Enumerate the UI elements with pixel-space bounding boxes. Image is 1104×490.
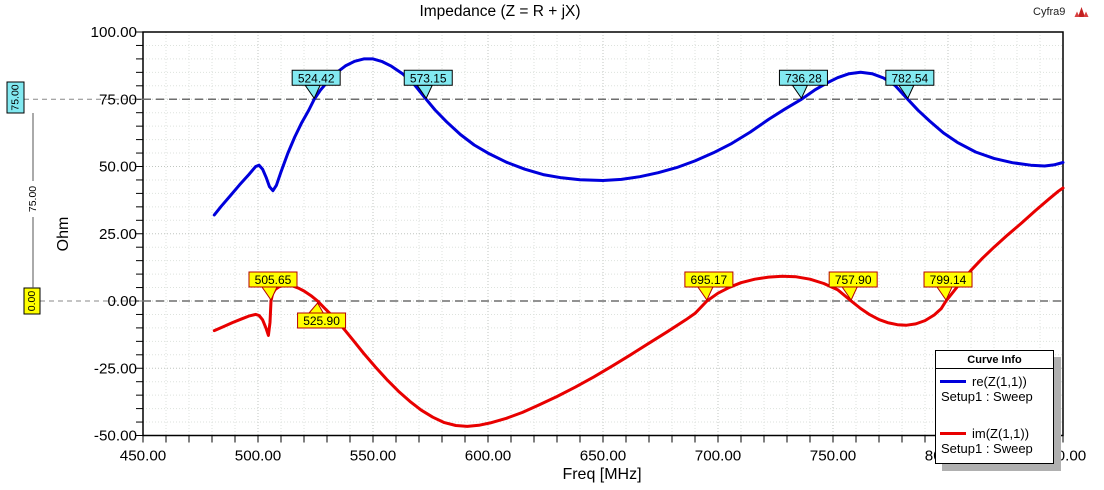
svg-text:573.15: 573.15 [410,71,447,85]
curve-re-z11[interactable] [212,57,1065,217]
watermark-text: Cyfra9 [1033,5,1066,18]
svg-text:757.90: 757.90 [835,273,872,287]
legend-series-setup: Setup1 : Sweep [941,389,1033,404]
svg-text:736.28: 736.28 [785,71,822,85]
svg-text:-50.00: -50.00 [94,428,137,445]
svg-text:50.00: 50.00 [99,159,137,176]
reference-value-box[interactable] [23,287,41,315]
svg-text:650.00: 650.00 [580,448,626,465]
svg-text:450.00: 450.00 [120,448,166,465]
reference-value-label: 0.00 [26,291,38,312]
legend-entry-re-z11[interactable]: re(Z(1,1)) Setup1 : Sweep [936,369,1053,404]
legend-entry-im-z11[interactable]: im(Z(1,1)) Setup1 : Sweep [936,421,1053,456]
legend-swatch [940,432,966,435]
curve-info-legend[interactable]: Curve Info re(Z(1,1)) Setup1 : Sweep im(Z(… [935,350,1054,464]
marker-505.65[interactable]: 505.65 [248,271,298,302]
svg-text:500.00: 500.00 [235,448,281,465]
svg-text:100.00: 100.00 [91,24,137,41]
svg-text:550.00: 550.00 [350,448,396,465]
svg-text:524.42: 524.42 [298,71,335,85]
legend-title: Curve Info [936,351,1053,369]
svg-text:700.00: 700.00 [695,448,741,465]
axis-ticks [136,31,1064,443]
svg-text:695.17: 695.17 [691,273,728,287]
svg-text:600.00: 600.00 [465,448,511,465]
reference-value-box[interactable] [6,81,25,114]
svg-text:-25.00: -25.00 [94,360,137,377]
svg-text:525.90: 525.90 [303,314,340,328]
marker-524.42[interactable]: 524.42 [291,69,341,100]
marker-782.54[interactable]: 782.54 [885,69,935,100]
svg-text:0.00: 0.00 [107,293,137,310]
x-axis-title: Freq [MHz] [562,466,642,483]
curve-markers: 524.42 573.15 736.28 782.54 505.65 525.90 695.… [248,69,973,329]
marker-525.90[interactable]: 525.90 [297,302,347,329]
grid [142,31,1064,436]
tick-labels: 100.00 75.00 50.00 25.00 0.00 -25.00 -50.00 450… [91,24,1087,465]
marker-573.15[interactable]: 573.15 [403,69,453,100]
delta-value-label: 75.00 [27,186,39,212]
reference-lines: 75.00 0.00 75.00 [6,81,1063,315]
marker-757.90[interactable]: 757.90 [828,271,878,302]
marker-695.17[interactable]: 695.17 [684,271,734,302]
plot-title: Impedance (Z = R + jX) [419,3,581,20]
svg-text:505.65: 505.65 [255,273,292,287]
legend-series-name: re(Z(1,1)) [972,374,1027,389]
svg-text:75.00: 75.00 [99,91,137,108]
plot-frame [142,31,1064,437]
legend-series-setup: Setup1 : Sweep [941,441,1033,456]
marker-736.28[interactable]: 736.28 [778,69,828,100]
svg-text:25.00: 25.00 [99,226,137,243]
reference-value-label: 75.00 [10,84,22,110]
svg-text:799.14: 799.14 [930,273,967,287]
legend-series-name: im(Z(1,1)) [972,426,1030,441]
svg-text:782.54: 782.54 [891,71,928,85]
y-axis-title: Ohm [55,216,72,252]
legend-swatch [940,380,966,383]
marker-799.14[interactable]: 799.14 [923,271,973,302]
svg-text:750.00: 750.00 [810,448,856,465]
ansoft-logo-icon [1074,7,1089,17]
watermark: Cyfra9 [1033,5,1089,18]
